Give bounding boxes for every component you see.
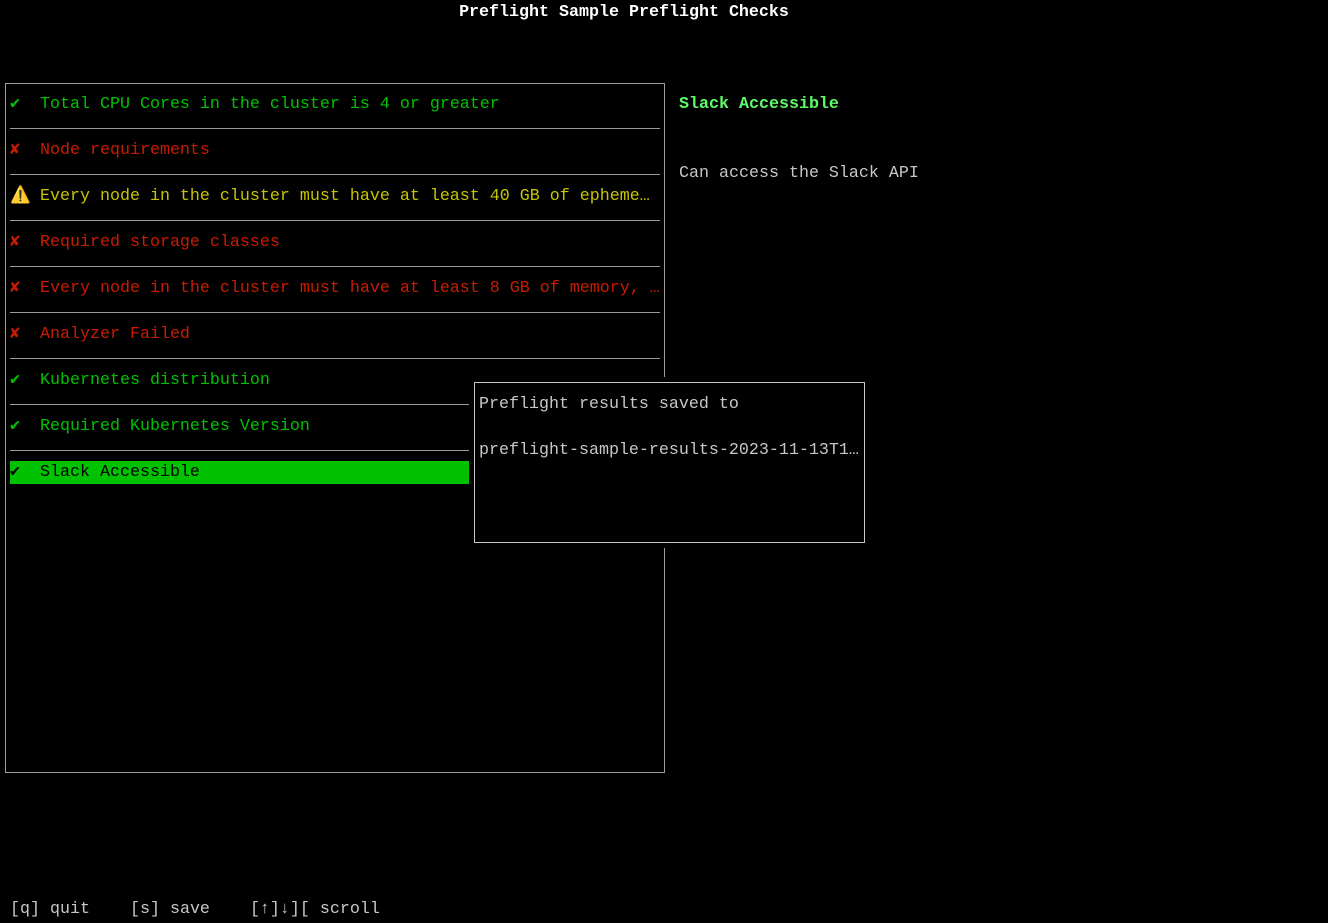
- row-divider: [10, 450, 660, 451]
- check-label: Required Kubernetes Version: [40, 417, 310, 436]
- check-label: Analyzer Failed: [40, 325, 190, 344]
- cross-icon: ✘: [10, 141, 21, 160]
- checks-list: ✔ Total CPU Cores in the cluster is 4 or …: [5, 83, 665, 773]
- check-icon: ✔: [10, 463, 21, 482]
- detail-description: Can access the Slack API: [679, 164, 919, 183]
- check-label: Kubernetes distribution: [40, 371, 270, 390]
- dialog-filename: preflight-sample-results-2023-11-13T1…: [479, 441, 859, 460]
- scroll-hint[interactable]: [↑]↓][ scroll: [249, 900, 380, 919]
- check-row[interactable]: ✔ Total CPU Cores in the cluster is 4 or …: [10, 93, 660, 116]
- row-divider: [10, 312, 660, 313]
- warning-icon: ⚠️: [10, 187, 31, 206]
- save-results-dialog: Preflight results saved to preflight-sam…: [474, 382, 865, 543]
- row-divider: [10, 128, 660, 129]
- row-divider: [10, 404, 660, 405]
- check-icon: ✔: [10, 95, 21, 114]
- check-row[interactable]: ✘ Every node in the cluster must have at …: [10, 277, 660, 300]
- check-icon: ✔: [10, 417, 21, 436]
- cross-icon: ✘: [10, 325, 21, 344]
- check-label: Total CPU Cores in the cluster is 4 or g…: [40, 95, 500, 114]
- row-divider: [10, 358, 660, 359]
- save-hint[interactable]: [s] save: [129, 900, 210, 919]
- dialog-message: Preflight results saved to: [479, 395, 739, 414]
- row-divider: [10, 220, 660, 221]
- check-label: Slack Accessible: [40, 463, 200, 482]
- row-divider: [10, 266, 660, 267]
- check-label: Every node in the cluster must have at l…: [40, 187, 650, 206]
- check-row[interactable]: ✔ Kubernetes distribution: [10, 369, 660, 392]
- quit-hint[interactable]: [q] quit: [10, 900, 90, 919]
- check-icon: ✔: [10, 371, 21, 390]
- check-label: Every node in the cluster must have at l…: [40, 279, 660, 298]
- check-label: Node requirements: [40, 141, 210, 160]
- detail-title: Slack Accessible: [679, 95, 839, 114]
- check-row[interactable]: ✘ Required storage classes: [10, 231, 660, 254]
- check-row[interactable]: ✔ Required Kubernetes Version: [10, 415, 660, 438]
- page-title: Preflight Sample Preflight Checks: [459, 3, 789, 22]
- footer-keybindings: [q] quit [s] save [↑]↓][ scroll: [10, 898, 420, 921]
- cross-icon: ✘: [10, 233, 21, 252]
- row-divider: [10, 174, 660, 175]
- check-row[interactable]: ✔ Slack Accessible: [10, 461, 470, 484]
- check-row[interactable]: ⚠️ Every node in the cluster must have at…: [10, 185, 660, 208]
- check-label: Required storage classes: [40, 233, 280, 252]
- check-row[interactable]: ✘ Analyzer Failed: [10, 323, 660, 346]
- check-row[interactable]: ✘ Node requirements: [10, 139, 660, 162]
- cross-icon: ✘: [10, 279, 21, 298]
